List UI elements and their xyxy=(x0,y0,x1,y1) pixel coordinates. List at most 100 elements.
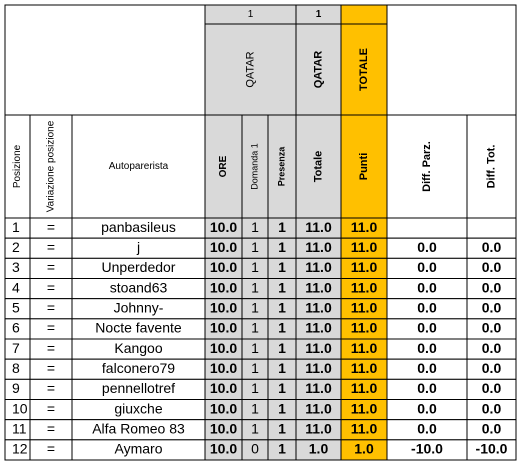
column-header: Variazione posizione xyxy=(46,120,57,212)
cell-text: 1 xyxy=(278,340,286,356)
cell-text: 11.0 xyxy=(351,259,378,275)
cell-text: 9 xyxy=(12,380,20,396)
cell xyxy=(340,4,388,25)
cell-text: 1 xyxy=(278,420,286,436)
cell-text: 1 xyxy=(278,441,286,457)
cell-text: 7 xyxy=(12,340,20,356)
cell-text: 10 xyxy=(12,400,28,416)
cell-text: 5 xyxy=(12,299,20,315)
cell-text: 0.0 xyxy=(482,340,502,356)
cell-text: -10.0 xyxy=(411,441,443,457)
cell-text: 1 xyxy=(251,340,259,356)
cell-text: = xyxy=(47,320,55,336)
cell-text: 11.0 xyxy=(305,400,332,416)
cell-text: 1 xyxy=(251,320,259,336)
column-header: Diff. Parz. xyxy=(421,141,433,192)
cell-text: 11.0 xyxy=(351,380,378,396)
cell-text: = xyxy=(47,441,55,457)
cell-text: 0.0 xyxy=(417,360,437,376)
cell-text: 0.0 xyxy=(417,320,437,336)
column-header: Autoparerista xyxy=(109,161,169,172)
cell-text: 0.0 xyxy=(482,259,502,275)
cell-text: 1 xyxy=(251,400,259,416)
cell-text: 1 xyxy=(278,360,286,376)
cell-text: 0 xyxy=(251,441,259,457)
cell-text: 0.0 xyxy=(417,239,437,255)
group-header: TOTALE xyxy=(358,48,370,91)
cell-text: pennellotref xyxy=(102,380,175,396)
cell-text: 10.0 xyxy=(210,279,237,295)
cell xyxy=(204,114,243,219)
cell-text: stoand63 xyxy=(110,279,168,295)
cell-text: 1 xyxy=(278,320,286,336)
cell-text: 11.0 xyxy=(305,299,332,315)
column-header: Presenza xyxy=(276,146,286,187)
cell-text: 10.0 xyxy=(210,420,237,436)
cell-text: 1 xyxy=(251,239,259,255)
cell-text: 11.0 xyxy=(305,259,332,275)
cell-text: 0.0 xyxy=(417,380,437,396)
cell-text: 11.0 xyxy=(351,219,378,235)
cell-text: 2 xyxy=(12,239,20,255)
cell-text: Alfa Romeo 83 xyxy=(92,420,185,436)
cell-text: 10.0 xyxy=(210,441,237,457)
column-header: ORE xyxy=(218,155,229,177)
cell-text: 0.0 xyxy=(417,299,437,315)
column-header: Totale xyxy=(312,151,324,183)
cell-text: 1.0 xyxy=(354,441,374,457)
group-header: QATAR xyxy=(244,51,256,87)
cell-text: 10.0 xyxy=(210,400,237,416)
cell-text: Kangoo xyxy=(114,340,162,356)
cell xyxy=(241,114,269,219)
cell-text: 1 xyxy=(251,420,259,436)
cell-text: Aymaro xyxy=(115,441,163,457)
cell-text: 1 xyxy=(251,219,259,235)
cell-text: 1 xyxy=(251,360,259,376)
cell-text: 3 xyxy=(12,259,20,275)
cell-text: 11 xyxy=(12,420,27,436)
cell-text: 11.0 xyxy=(351,340,378,356)
cell-text: 0.0 xyxy=(482,360,502,376)
cell xyxy=(386,114,468,219)
cell xyxy=(29,114,73,219)
cell-text: 0.0 xyxy=(417,340,437,356)
cell-text: 10.0 xyxy=(210,320,237,336)
cell-text: = xyxy=(47,279,55,295)
cell-text: 11.0 xyxy=(305,239,332,255)
cell-text: 11.0 xyxy=(305,380,332,396)
cell-text: 10.0 xyxy=(210,299,237,315)
cell-text: 11.0 xyxy=(305,340,332,356)
cell-text: 1 xyxy=(278,299,286,315)
cell-text: Unperdedor xyxy=(102,259,176,275)
cell-text: 1 xyxy=(251,279,259,295)
cell-text: 0.0 xyxy=(417,420,437,436)
cell-text: = xyxy=(47,239,55,255)
cell-text: 1 xyxy=(251,380,259,396)
cell-text: 11.0 xyxy=(351,279,378,295)
column-header: Diff. Tot. xyxy=(485,145,497,189)
cell-text: 10.0 xyxy=(210,380,237,396)
cell-text: 1 xyxy=(278,259,286,275)
cell-text: 4 xyxy=(12,279,20,295)
cell-text: 10.0 xyxy=(210,360,237,376)
cell-text: 11.0 xyxy=(305,360,332,376)
cell-text: 10.0 xyxy=(210,239,237,255)
cell-text: 11.0 xyxy=(305,320,332,336)
round-number: 1 xyxy=(248,9,254,20)
cell-text: 12 xyxy=(12,441,28,457)
cell-text: = xyxy=(47,219,55,235)
cell-text: 0.0 xyxy=(417,400,437,416)
cell-text: 1 xyxy=(278,400,286,416)
cell xyxy=(466,114,517,219)
cell-text: falconero79 xyxy=(102,360,175,376)
cell-text: = xyxy=(47,400,55,416)
cell-text: 11.0 xyxy=(351,299,378,315)
cell-text: 10.0 xyxy=(210,219,237,235)
cell xyxy=(466,217,517,239)
cell xyxy=(386,4,517,116)
cell-text: 1 xyxy=(251,299,259,315)
round-number: 1 xyxy=(316,9,322,20)
cell-text: 0.0 xyxy=(482,380,502,396)
cell-text: = xyxy=(47,420,55,436)
cell-text: = xyxy=(47,299,55,315)
